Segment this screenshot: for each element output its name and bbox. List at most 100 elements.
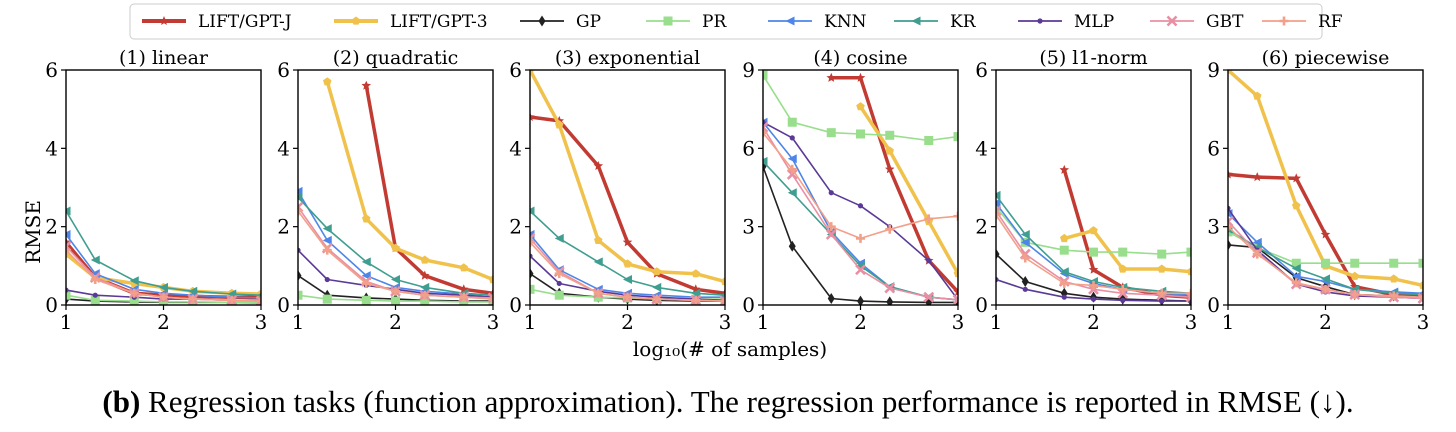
legend-marker bbox=[538, 15, 546, 27]
data-point bbox=[1291, 173, 1301, 183]
y-tick-label: 6 bbox=[277, 58, 290, 82]
legend-label: GBT bbox=[1206, 12, 1244, 32]
data-point bbox=[90, 255, 100, 265]
data-point bbox=[1061, 294, 1067, 300]
data-point bbox=[361, 278, 371, 288]
y-tick-label: 9 bbox=[1207, 58, 1220, 82]
legend-marker bbox=[351, 16, 361, 25]
data-point bbox=[1253, 91, 1262, 100]
data-point bbox=[857, 295, 864, 305]
series-group bbox=[1228, 70, 1423, 304]
series-lift-gpt-3 bbox=[1060, 226, 1191, 276]
plot-frame bbox=[65, 69, 262, 306]
panel-title: (2) quadratic bbox=[333, 47, 459, 69]
data-point bbox=[420, 255, 429, 264]
data-point bbox=[530, 268, 534, 280]
legend: LIFT/GPT-J LIFT/GPT-3 GP PR KNN KR MLP GBT RF bbox=[129, 3, 1343, 40]
data-point bbox=[1321, 274, 1330, 284]
legend-label: KR bbox=[950, 12, 977, 32]
series-rf bbox=[1228, 222, 1423, 302]
data-point bbox=[530, 206, 535, 216]
series-group bbox=[763, 70, 958, 305]
series-kr bbox=[530, 206, 725, 298]
data-point bbox=[322, 294, 332, 304]
data-point bbox=[362, 214, 371, 223]
y-axis-label: RMSE bbox=[21, 200, 45, 264]
x-tick-label: 2 bbox=[854, 310, 867, 334]
data-point bbox=[1389, 274, 1398, 283]
plot-frame bbox=[1227, 69, 1424, 306]
data-point bbox=[66, 245, 71, 255]
data-point bbox=[129, 276, 139, 286]
legend-marker bbox=[1279, 16, 1289, 26]
data-point bbox=[298, 270, 302, 282]
data-point bbox=[1120, 297, 1126, 303]
legend-marker bbox=[1037, 18, 1043, 24]
data-point bbox=[953, 286, 958, 296]
series-group bbox=[298, 77, 493, 305]
y-tick-label: 0 bbox=[1207, 293, 1220, 317]
series-line bbox=[530, 70, 725, 284]
data-point bbox=[1350, 290, 1360, 300]
series-gbt bbox=[763, 122, 958, 305]
figure-caption: (b) Regression tasks (function approxima… bbox=[0, 384, 1456, 420]
data-point bbox=[926, 258, 932, 264]
data-point bbox=[420, 290, 430, 300]
x-tick-label: 3 bbox=[1417, 310, 1430, 334]
series-lift-gpt-j bbox=[361, 80, 493, 298]
y-tick-label: 6 bbox=[1207, 136, 1220, 160]
data-point bbox=[623, 259, 632, 268]
data-point bbox=[622, 237, 633, 247]
data-point bbox=[391, 243, 400, 252]
data-point bbox=[855, 264, 866, 276]
data-point bbox=[1118, 247, 1128, 257]
data-point bbox=[593, 161, 603, 170]
x-tick-label: 1 bbox=[1222, 310, 1235, 334]
data-point bbox=[298, 192, 303, 202]
series-lift-gpt-j bbox=[826, 72, 958, 296]
panel-1-linear: (1) linear 0 2 4 6 1 2 3 bbox=[45, 47, 267, 334]
data-point bbox=[227, 295, 237, 305]
data-point bbox=[789, 135, 795, 141]
data-point bbox=[1021, 276, 1029, 287]
data-point bbox=[1418, 292, 1423, 302]
data-point bbox=[1088, 264, 1099, 274]
data-point bbox=[1159, 298, 1165, 304]
series-line bbox=[859, 105, 958, 275]
panel-5-l1-norm: (5) l1-norm 0 2 4 6 1 2 3 bbox=[975, 47, 1197, 334]
data-point bbox=[1228, 169, 1233, 179]
series-rf bbox=[530, 237, 725, 305]
series-line bbox=[763, 126, 958, 301]
data-point bbox=[857, 203, 864, 209]
data-point bbox=[459, 292, 469, 302]
data-point bbox=[129, 288, 139, 298]
y-tick-label: 9 bbox=[742, 58, 755, 82]
data-point bbox=[554, 290, 564, 300]
data-point bbox=[623, 275, 632, 285]
legend-marker bbox=[911, 16, 921, 26]
data-point bbox=[554, 233, 564, 243]
data-point bbox=[322, 224, 332, 234]
series-gp bbox=[763, 161, 958, 305]
y-tick-label: 2 bbox=[975, 215, 988, 239]
panel-title: (3) exponential bbox=[555, 47, 700, 69]
data-point bbox=[885, 130, 895, 140]
y-tick-label: 4 bbox=[277, 136, 290, 160]
series-rf bbox=[66, 245, 261, 305]
panel-title: (6) piecewise bbox=[1262, 47, 1390, 69]
data-point bbox=[787, 154, 797, 164]
panel-3-exponential: (3) exponential 0 2 4 6 1 2 3 bbox=[509, 47, 731, 334]
data-point bbox=[885, 224, 895, 234]
data-point bbox=[1291, 278, 1301, 288]
data-point bbox=[1228, 216, 1234, 227]
data-point bbox=[1417, 293, 1423, 304]
data-point bbox=[953, 132, 958, 142]
data-point bbox=[1350, 258, 1360, 268]
series-lift-gpt-3 bbox=[323, 77, 493, 284]
x-tick-label: 3 bbox=[719, 310, 732, 334]
legend-marker bbox=[1166, 15, 1178, 27]
legend-item-gbt: GBT bbox=[1150, 12, 1244, 32]
data-point bbox=[1020, 230, 1030, 239]
data-point bbox=[555, 120, 564, 129]
series-rf bbox=[763, 128, 958, 243]
